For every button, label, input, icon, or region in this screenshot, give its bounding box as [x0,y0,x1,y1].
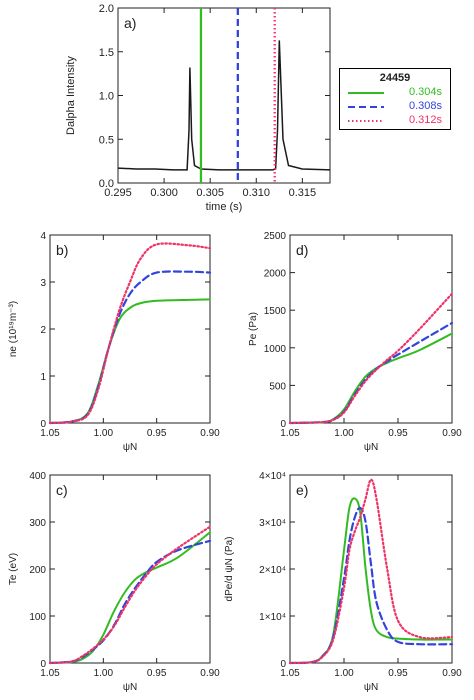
y-tick-label: 2500 [264,231,287,242]
x-tick-label: 0.310 [242,187,270,199]
x-axis-label: ψN [364,682,378,693]
panel-label: c) [56,482,68,498]
panel-label: a) [124,15,136,31]
x-tick-label: 1.05 [40,668,60,679]
y-tick-label: 1000 [264,344,287,355]
series-line-1 [289,332,453,424]
y-axis-label: Dalpha Intensity [65,56,77,135]
y-tick-label: 2000 [264,269,287,280]
y-axis-label: ne (10¹⁹m⁻³) [8,301,19,357]
y-axis-label: Pe (Pa) [248,312,259,346]
series-line-3 [48,242,212,425]
y-tick-label: 3×10⁴ [259,518,286,529]
y-tick-label: 2.0 [99,3,114,15]
legend-swatch-dotted [348,120,384,122]
y-tick-label: 200 [29,565,46,576]
y-tick-label: 1 [40,372,46,383]
y-tick-label: 0 [280,419,286,430]
legend-label-2: 0.308s [408,100,442,112]
x-tick-label: 1.05 [280,668,300,679]
y-tick-label: 1.0 [99,91,114,103]
x-tick-label: 0.315 [289,187,317,199]
legend-label-3: 0.312s [408,114,442,126]
series-line-1 [49,298,211,424]
series-line-2 [48,270,212,425]
y-tick-label: 1×10⁴ [259,612,286,623]
x-tick-label: 0.90 [442,668,462,679]
series-line-3 [48,525,212,665]
y-tick-label: 3 [40,278,46,289]
y-tick-label: 0 [40,419,46,430]
x-tick-label: 0.95 [147,428,167,439]
legend-swatch-solid [348,92,384,94]
x-tick-label: 1.00 [334,668,354,679]
y-tick-label: 0 [40,659,46,670]
y-tick-label: 0.5 [99,134,114,146]
x-tick-label: 1.00 [334,428,354,439]
series-line-2 [48,539,212,665]
y-tick-label: 0 [280,659,286,670]
legend-entry-2: 0.308s [346,100,450,114]
x-tick-label: 0.300 [150,187,178,199]
x-tick-label: 1.05 [280,428,300,439]
legend-label-1: 0.304s [408,86,442,98]
y-axis-label: Te (eV) [8,553,19,585]
dalpha-trace [117,40,331,171]
panel-label: e) [296,482,308,498]
legend: 24459 0.304s 0.308s 0.312s [339,68,451,130]
x-tick-label: 0.90 [200,428,220,439]
y-tick-label: 2 [40,325,46,336]
x-tick-label: 0.90 [442,428,462,439]
plot-frame-1 [49,234,211,424]
x-tick-label: 0.295 [104,187,132,199]
panel-label: d) [296,242,308,258]
y-tick-label: 1.5 [99,47,114,59]
y-tick-label: 1500 [264,306,287,317]
x-tick-label: 0.95 [388,428,408,439]
x-axis-label: ψN [123,682,137,693]
y-axis-label: dPe/d ψN (Pa) [224,537,235,602]
y-tick-label: 400 [29,471,46,482]
y-tick-label: 500 [269,381,286,392]
x-axis-label: ψN [123,442,137,453]
plot-frame-3 [289,234,453,424]
x-tick-label: 0.95 [147,668,167,679]
series-line-3 [288,478,454,665]
panel-label: b) [56,242,68,258]
x-tick-label: 1.00 [94,428,114,439]
x-tick-label: 0.95 [388,668,408,679]
y-tick-label: 0.0 [99,178,114,190]
legend-swatch-dashed [348,106,384,108]
y-tick-label: 100 [29,612,46,623]
legend-entry-1: 0.304s [346,86,450,100]
legend-title: 24459 [379,72,411,84]
x-tick-label: 0.90 [200,668,220,679]
series-line-3 [288,292,454,425]
series-line-2 [288,321,454,425]
x-tick-label: 1.00 [94,668,114,679]
series-line-1 [49,531,211,664]
y-tick-label: 2×10⁴ [259,565,286,576]
x-axis-label: time (s) [206,201,243,213]
legend-entry-3: 0.312s [346,114,450,128]
y-tick-label: 4×10⁴ [259,471,286,482]
plot-frame-0 [117,7,331,184]
x-axis-label: ψN [364,442,378,453]
y-tick-label: 300 [29,518,46,529]
y-tick-label: 4 [40,231,46,242]
x-tick-label: 1.05 [40,428,60,439]
x-tick-label: 0.305 [196,187,224,199]
plot-frame-2 [49,474,211,664]
